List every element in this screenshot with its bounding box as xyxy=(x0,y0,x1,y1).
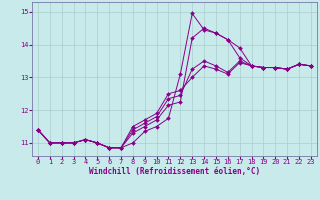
X-axis label: Windchill (Refroidissement éolien,°C): Windchill (Refroidissement éolien,°C) xyxy=(89,167,260,176)
